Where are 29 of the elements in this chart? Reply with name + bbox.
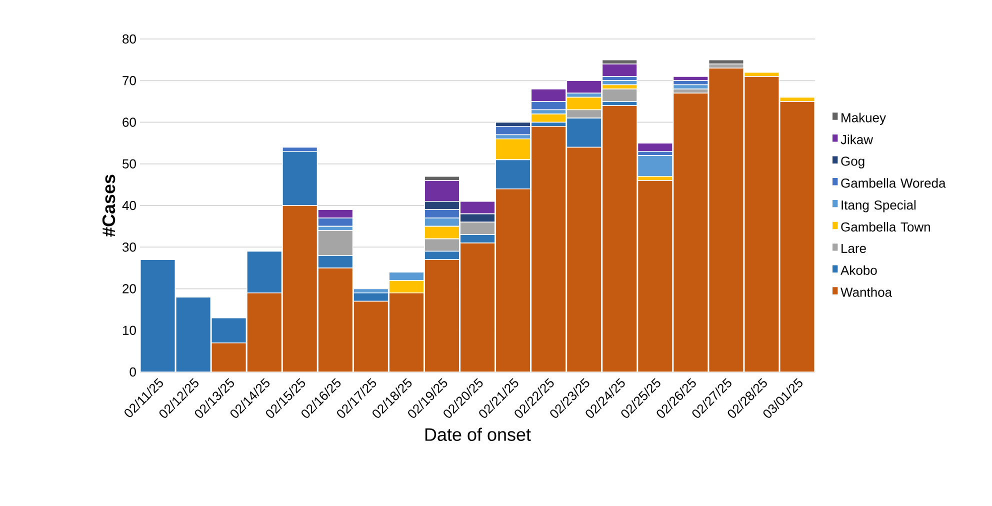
y-tick-label: 20 <box>122 284 136 294</box>
bar <box>246 250 282 294</box>
legend-label: Jikaw <box>840 134 874 144</box>
bar <box>424 226 460 240</box>
y-axis-title: #Cases <box>102 174 116 237</box>
y-tick-label: 80 <box>122 34 136 44</box>
legend-label: Gambella Woreda <box>841 178 946 188</box>
bar <box>495 159 531 190</box>
legend-label: Lare <box>842 244 866 254</box>
y-tick-label: 0 <box>130 367 136 377</box>
legend-label: Gog <box>841 156 864 168</box>
legend-label: Akobo <box>840 265 877 275</box>
bar <box>566 96 602 110</box>
legend-label: Wanthoa <box>840 287 892 297</box>
x-axis-title: Date of onset <box>425 428 531 441</box>
legend-label: Gambella Town <box>841 222 930 232</box>
bar <box>602 64 638 77</box>
legend-label: Itang Special <box>842 200 916 212</box>
y-tick-label: 40 <box>122 200 136 210</box>
y-tick-label: 10 <box>123 326 136 335</box>
bar <box>388 280 424 294</box>
y-tick-label: 30 <box>122 242 136 252</box>
y-tick-label: 60 <box>122 118 136 127</box>
y-tick-label: 70 <box>122 76 136 86</box>
bar <box>318 255 354 268</box>
bar <box>495 138 531 160</box>
y-tick-label: 50 <box>122 159 136 168</box>
legend-label: Makuey <box>842 112 886 125</box>
bar <box>282 150 318 206</box>
